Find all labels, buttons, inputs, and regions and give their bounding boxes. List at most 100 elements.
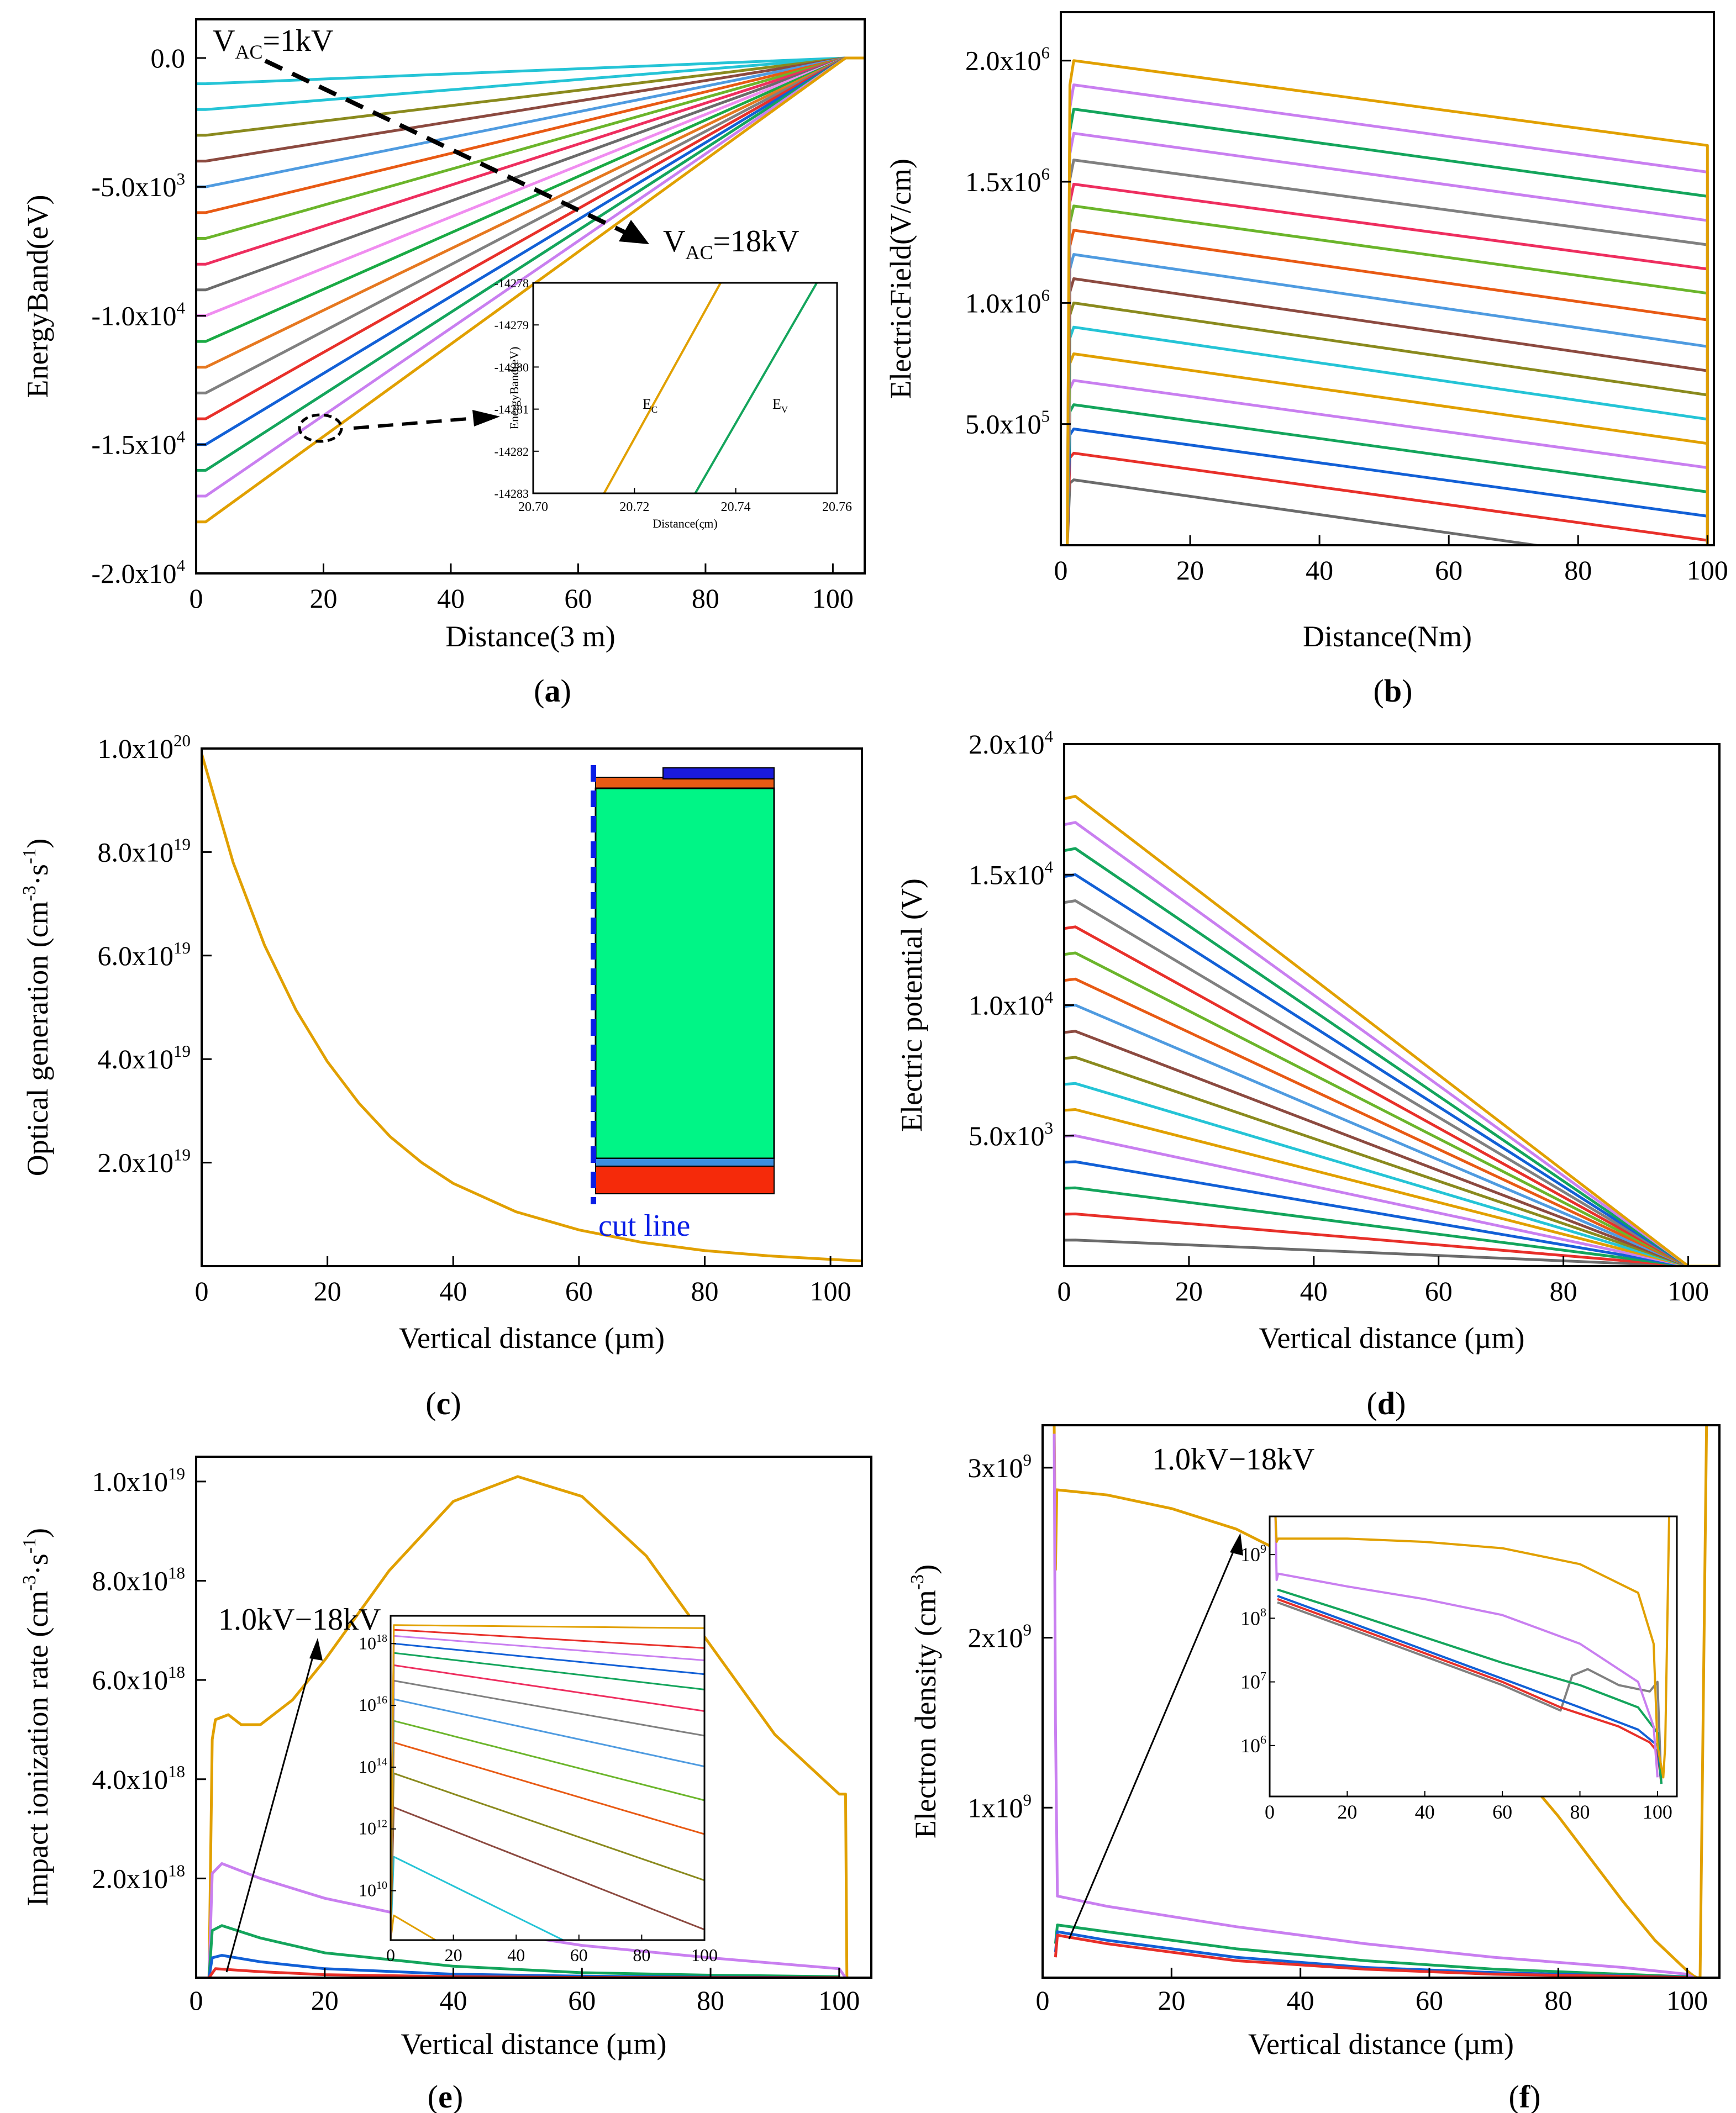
series-a-2kV — [196, 56, 865, 111]
xtick-label-f: 60 — [1416, 1985, 1443, 2016]
yl-end: ) — [21, 839, 54, 849]
yl-exp1: -3 — [19, 886, 40, 901]
ytick-label-d: 1.5x104 — [969, 857, 1054, 890]
inset-f-bg — [1270, 1516, 1677, 1796]
series-d-17 — [1064, 795, 1719, 1266]
series-a-17kV — [196, 56, 865, 498]
ylabel-a: EnergyBand(eV) — [21, 195, 54, 398]
series-a-10kV — [196, 56, 865, 317]
ytick-label-b-exp: 5 — [1041, 407, 1050, 426]
xtick-label-f: 20 — [1158, 1985, 1185, 2016]
ytick-label-e-exp: 19 — [168, 1464, 185, 1483]
xtick-label-e: 20 — [311, 1985, 339, 2016]
inset-f-ytick-label: 107 — [1240, 1669, 1266, 1693]
panel-label-c: (c) — [425, 1385, 461, 1421]
series-a-3kV — [196, 56, 865, 137]
xtick-label-c: 20 — [314, 1276, 341, 1306]
pl-l: ( — [1374, 673, 1384, 709]
inset-a-lines — [603, 283, 818, 493]
inset-f-ytick-label-exp: 8 — [1260, 1605, 1266, 1619]
series-a-8kV — [196, 56, 865, 266]
inset-f-ytick-label-base: 10 — [1240, 1607, 1260, 1629]
ytick-label-b-exp: 6 — [1041, 164, 1050, 183]
inset-f-ytick-label: 106 — [1240, 1733, 1266, 1757]
inset-e-xtick-label: 80 — [633, 1945, 650, 1965]
inset-e-series-13 — [391, 1624, 704, 1940]
inset-f-xtick-label: 80 — [1570, 1801, 1590, 1823]
pl-l: ( — [428, 2079, 438, 2113]
inset-f-xtick-label: 0 — [1265, 1801, 1275, 1823]
inset-e-series-11 — [391, 1635, 704, 1940]
ytick-label-c-base: 2.0x10 — [98, 1147, 174, 1178]
inset-f-series-4 — [1274, 1516, 1659, 1778]
ytick-label-a-base: -1.5x10 — [91, 429, 176, 460]
ytick-label-b-base: 5.0x10 — [965, 409, 1041, 440]
series-d-14 — [1064, 873, 1719, 1266]
xtick-label-a: 0 — [190, 583, 203, 614]
series-e-18kV — [207, 1475, 849, 1978]
ytick-label-a: -1.5x104 — [91, 427, 185, 460]
xtick-label-b: 80 — [1564, 555, 1592, 586]
yl-end: ) — [909, 1564, 942, 1574]
ytick-label-e: 4.0x1018 — [92, 1762, 186, 1795]
pl-letter: c — [436, 1385, 451, 1421]
device-substrate — [595, 1166, 775, 1194]
ytick-label-f-base: 3x10 — [968, 1452, 1023, 1483]
ylabel-c: Optical generation (cm-3·s-1) — [19, 839, 54, 1176]
series-d-6 — [1064, 1082, 1719, 1266]
ytick-label-a-base: -1.0x10 — [91, 300, 176, 331]
range-label-f: 1.0kV−18kV — [1152, 1442, 1314, 1477]
series-d-3 — [1064, 1160, 1719, 1266]
yl-mid: ·s — [21, 864, 54, 886]
inset-e-series-0 — [391, 1914, 438, 1940]
ytick-label-a: -2.0x104 — [91, 556, 185, 589]
inset-e-bg — [391, 1616, 704, 1940]
inset-f-xtick-label: 100 — [1643, 1801, 1672, 1823]
inset-e-ytick-label-base: 10 — [359, 1633, 376, 1653]
inset-e-ytick-label: 1012 — [359, 1817, 387, 1838]
inset-f-xtick-label: 40 — [1415, 1801, 1435, 1823]
annot-v1-sub: AC — [235, 41, 262, 63]
xtick-label-b: 0 — [1054, 555, 1068, 586]
series-d-2 — [1064, 1186, 1719, 1266]
xtick-label-e: 0 — [190, 1985, 203, 2016]
yl-mid: ·s — [21, 1553, 54, 1575]
inset-e-series-10 — [391, 1642, 704, 1940]
inset-a-xtick-label: 20.72 — [619, 500, 649, 514]
zoom-ellipse — [298, 413, 343, 443]
device-buffer — [595, 1158, 775, 1167]
ytick-label-a-exp: 4 — [177, 556, 186, 575]
zoom-arrowhead — [472, 410, 500, 426]
ytick-label-a-base: -5.0x10 — [91, 171, 176, 202]
series-a-13kV — [196, 56, 865, 394]
xtick-label-a: 100 — [812, 583, 854, 614]
inset-a-ytick-label: -14280 — [495, 360, 529, 374]
ytick-label-c: 1.0x1020 — [98, 731, 191, 764]
xtick-label-e: 60 — [568, 1985, 596, 2016]
xlabel-f: Vertical distance (µm) — [1248, 2027, 1514, 2061]
series-e-16kV — [207, 1924, 839, 1978]
zoom-arrow — [353, 417, 476, 430]
inset-e-ytick-label: 1018 — [359, 1632, 387, 1653]
series-f-14kV — [1054, 1933, 1687, 1978]
inset-f-series-5 — [1274, 1516, 1670, 1779]
series-d-12 — [1064, 925, 1719, 1266]
annot-arrowhead — [619, 220, 649, 244]
pl-r: ) — [1402, 673, 1412, 709]
pl-l: ( — [425, 1385, 436, 1421]
series-d-11 — [1064, 951, 1719, 1266]
ytick-label-d: 5.0x103 — [969, 1118, 1053, 1151]
series-b-12 — [1066, 182, 1709, 545]
ytick-label-e-exp: 18 — [168, 1662, 185, 1682]
series-b-0 — [1066, 478, 1709, 545]
ytick-label-f: 1x109 — [968, 1790, 1032, 1823]
inset-e-xtick-label: 40 — [507, 1945, 525, 1965]
series-b-5 — [1066, 352, 1709, 545]
series-b-6 — [1066, 325, 1709, 545]
cut-line-label: cut line — [598, 1209, 690, 1243]
ev-sub: V — [781, 404, 788, 415]
inset-e-axes — [390, 1615, 706, 1941]
ylabel-f: Electron density (cm-3) — [907, 1564, 942, 1838]
xlabel-c: Vertical distance (µm) — [399, 1321, 665, 1355]
inset-e-series-7 — [391, 1679, 704, 1940]
